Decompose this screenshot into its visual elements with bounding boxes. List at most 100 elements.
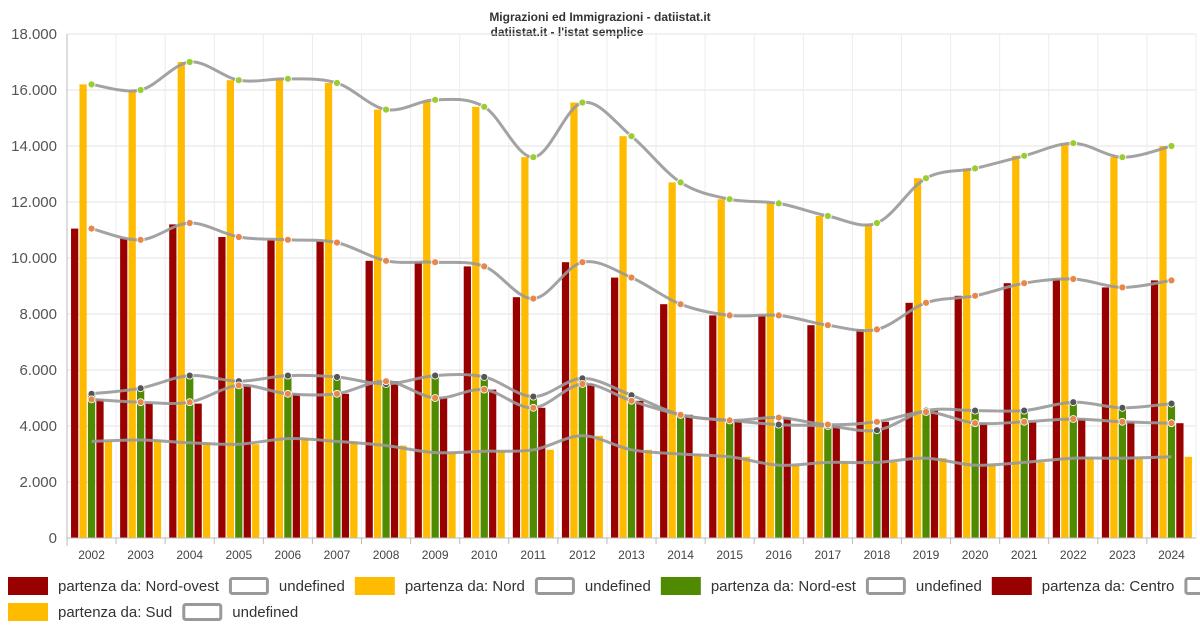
bar [644,449,653,538]
legend-label: undefined [585,578,651,595]
legend-item: undefined [534,577,651,595]
x-tick-label: 2012 [569,548,596,562]
legend-item: undefined [865,577,982,595]
data-point [774,311,783,320]
data-point [1118,403,1127,412]
bar [177,62,185,538]
bar [807,325,815,538]
x-tick-label: 2019 [913,548,940,562]
x-tick-label: 2017 [814,548,841,562]
bar [128,90,136,538]
x-tick-label: 2018 [864,548,891,562]
data-point [922,408,930,416]
bar [120,238,128,538]
y-tick-label: 14.000 [11,138,57,155]
legend-swatch [1184,577,1200,595]
legend-item: undefined [182,603,298,621]
legend-label: partenza da: Nord-est [711,578,857,595]
data-point [922,174,930,183]
data-point [873,325,881,334]
legend-swatch [660,577,701,595]
bar [832,426,840,538]
data-point [774,420,783,429]
bar [1078,419,1086,538]
data-point [873,417,881,426]
legend-item: partenza da: Centro [991,577,1175,595]
bar [930,410,939,538]
data-point [725,195,734,204]
data-point [1167,276,1176,285]
bar [1176,423,1184,538]
bar [841,462,849,538]
bar [561,262,570,538]
bar [292,393,300,538]
bar [913,178,922,538]
bar [1020,410,1028,538]
x-tick-label: 2020 [962,548,989,562]
x-tick-label: 2005 [225,548,252,562]
data-point [136,398,145,407]
bar [87,393,96,538]
data-point [283,371,292,380]
data-point [136,384,145,393]
bar [905,302,913,538]
x-tick-label: 2015 [716,548,743,562]
legend-item: undefined [228,577,345,595]
data-point [480,373,489,381]
bar [1118,406,1126,538]
data-point [529,392,538,401]
legend-label: partenza da: Centro [1042,578,1175,595]
data-point [1020,417,1029,426]
data-point [136,235,145,244]
bar [382,384,390,538]
bar [463,266,471,538]
bar [1061,144,1069,538]
y-tick-label: 2.000 [19,474,57,491]
bar [619,136,627,538]
legend-label: undefined [279,578,345,595]
bar [570,102,578,538]
legend-label: partenza da: Nord [405,578,525,595]
bar [668,182,676,538]
data-point [283,235,292,244]
bar [824,426,832,538]
data-point [627,396,636,405]
bar [1150,280,1159,538]
data-point [676,178,685,187]
bar [1167,403,1176,538]
y-tick-label: 18.000 [11,26,57,43]
bar [350,441,358,538]
bar [742,456,751,538]
bar [226,80,234,538]
legend-label: partenza da: Sud [58,604,172,621]
data-point [185,219,194,227]
x-tick-label: 2006 [275,548,302,562]
bar [1037,462,1045,538]
bar [324,83,333,538]
legend-swatch [228,577,269,595]
data-point [1020,406,1029,415]
data-point [283,74,292,83]
legend-label: undefined [916,578,982,595]
legend-item: partenza da: Nord-est [660,577,857,595]
bar [480,377,488,538]
bar [726,420,734,538]
bars-layer [71,62,1192,539]
data-point [382,256,390,265]
data-point [185,371,194,380]
data-point [823,212,832,220]
data-point [1167,399,1176,408]
legend: partenza da: Nord-ovest undefined partenza… [8,577,1200,621]
bar [512,297,521,538]
bar [538,407,546,538]
bar [497,451,505,538]
data-point [873,219,881,227]
y-tick-label: 0 [49,530,57,547]
legend-swatch [182,603,223,621]
bar [1127,421,1135,538]
bar [610,277,619,538]
x-tick-label: 2016 [765,548,792,562]
bar [1029,421,1037,538]
bar [194,403,202,538]
bar [873,430,881,538]
